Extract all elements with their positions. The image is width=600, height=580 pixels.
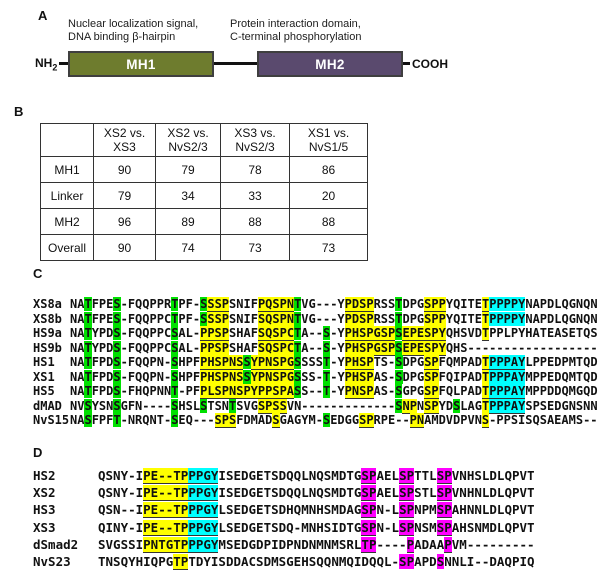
sequence: NATYPDS-FQQPPCSAL-PPSPSHAFSQSPCTA--S-YPH…	[70, 340, 598, 356]
panel-a-label: A	[38, 8, 48, 23]
sequence: QINY-IPE--TPPPGYLSEDGETSDQ-MNHSIDTGSPN-L…	[98, 519, 535, 536]
sequence-name: XS2	[33, 485, 56, 501]
sequence: NASFPFT-NRQNT-SEQ---SPSFDMADSGAGYM-SEDGG…	[70, 413, 598, 428]
table-cell: 74	[155, 234, 221, 261]
sequence-name: HS1	[33, 355, 55, 369]
sequence-name: HS3	[33, 502, 56, 518]
mh1-annotation: Nuclear localization signal, DNA binding…	[68, 18, 198, 44]
table-cell: 90	[93, 156, 156, 183]
table-row: Overall 90 74 73 73	[40, 234, 368, 261]
cooh-terminus-label: COOH	[412, 57, 448, 71]
mh2-annotation: Protein interaction domain, C-terminal p…	[230, 18, 361, 44]
alignment-row-XS8b: XS8b NATFPES-FQQPPCTPF-SSSPSNIFSQSPNTVG--…	[0, 311, 598, 327]
sequence: NVSYSNSGFN----SHSLSTSNTSVGSPSSVN--------…	[70, 398, 598, 414]
table-cell: 79	[155, 156, 221, 183]
table-row: Linker 79 34 33 20	[40, 182, 368, 209]
table-cell: 78	[220, 156, 290, 183]
sequence-name: HS2	[33, 468, 56, 483]
panel-c-label: C	[33, 266, 43, 281]
alignment-row-dMAD: dMAD NVSYSNSGFN----SHSLSTSNTSVGSPSSVN----…	[0, 398, 598, 414]
sequence-name: HS5	[33, 384, 55, 398]
sequence-name: XS1	[33, 369, 55, 384]
panel-d-label: D	[33, 445, 43, 460]
alignment-row-XS1: XS1 NATFPDS-FQQPN-SHPFPHSPNSSYPNSPGSSS-T-…	[0, 369, 598, 385]
column-header: XS2 vs. XS3	[93, 123, 156, 157]
alignment-row-HS2: HS2 QSNY-IPE--TPPPGYISEDGETSDQQLNQSMDTGSP…	[0, 468, 535, 485]
alignment-row-dSmad2: dSmad2 SVGSSIPNTGTPPPGYMSEDGDPIDPNDNMNMSR…	[0, 536, 535, 554]
sequence-name: XS3	[33, 519, 56, 535]
sequence-name: NvS15	[33, 413, 70, 427]
linker-line	[214, 62, 257, 65]
alignment-row-NvS15: NvS15NASFPFT-NRQNT-SEQ---SPSFDMADSGAGYM-…	[0, 413, 598, 428]
mh2-annotation-line1: Protein interaction domain,	[230, 18, 361, 30]
table-cell: 90	[93, 234, 156, 261]
table-cell: 33	[220, 182, 290, 209]
similarity-table: XS2 vs. XS3 XS2 vs. NvS2/3 XS3 vs. NvS2/3 XS1 …	[40, 123, 368, 261]
cooh-tick	[403, 62, 410, 65]
mh1-annotation-line1: Nuclear localization signal,	[68, 18, 199, 30]
table-cell: 73	[289, 234, 368, 261]
mh1-annotation-line2: DNA binding β-hairpin	[68, 31, 176, 43]
table-cell: 86	[289, 156, 368, 183]
sequence: QSNY-IPE--TPPPGYISEDGETSDQQLNQSMDTGSPAEL…	[98, 468, 535, 484]
sequence-name: dMAD	[33, 398, 62, 413]
row-label: Overall	[40, 234, 94, 261]
sequence-name: dSmad2	[33, 536, 79, 552]
column-header: XS1 vs. NvS1/5	[289, 123, 368, 157]
linker-alignment: XS8a NATFPES-FQQPPRTPF-SSSPSNIFPQSPNTVG--…	[0, 297, 598, 428]
alignment-row-HS5: HS5 NATFPDS-FHQPNNT-PFPLSPNSPYPPSPASS--T-…	[0, 384, 598, 399]
smad2-alignment: HS2 QSNY-IPE--TPPPGYISEDGETSDQQLNQSMDTGSP…	[0, 468, 535, 571]
nh2-terminus-label: NH2	[35, 56, 58, 73]
sequence-name: NvS23	[33, 553, 71, 569]
table-cell: 96	[93, 208, 156, 235]
alignment-row-NvS23: NvS23 TNSQYHIQPGTPTDYISDDACSDMSGEHSQQNMQI…	[0, 553, 535, 571]
sequence: QSN--IPE--TPPPGYLSEDGETSDHQMNHSMDAGSPN-L…	[98, 502, 535, 519]
column-header: XS2 vs. NvS2/3	[155, 123, 221, 157]
alignment-row-HS1: HS1 NATFPDS-FQQPN-SHPFPHSPNSSYPNSPGSSSST-…	[0, 355, 598, 370]
table-cell: 88	[289, 208, 368, 235]
table-row: MH2 96 89 88 88	[40, 208, 368, 235]
column-header: XS3 vs. NvS2/3	[220, 123, 290, 157]
table-row: MH1 90 79 78 86	[40, 156, 368, 183]
alignment-row-XS3: XS3 QINY-IPE--TPPPGYLSEDGETSDQ-MNHSIDTGSP…	[0, 519, 535, 537]
alignment-row-HS3: HS3 QSN--IPE--TPPPGYLSEDGETSDHQMNHSMDAGSP…	[0, 502, 535, 519]
sequence: NATYPDS-FQQPPCSAL-PPSPSHAFSQSPCTA--S-YPH…	[70, 326, 598, 341]
sequence-name: XS8a	[33, 297, 62, 311]
table-cell: 89	[155, 208, 221, 235]
alignment-row-XS8a: XS8a NATFPES-FQQPPRTPF-SSSPSNIFPQSPNTVG--…	[0, 297, 598, 312]
mh1-domain-box: MH1	[68, 51, 214, 77]
sequence: NATFPES-FQQPPRTPF-SSSPSNIFPQSPNTVG---YPD…	[70, 297, 598, 312]
corner-cell	[40, 123, 94, 157]
nh2-tick	[59, 62, 68, 65]
alignment-row-HS9a: HS9a NATYPDS-FQQPPCSAL-PPSPSHAFSQSPCTA--S…	[0, 326, 598, 341]
table-cell: 73	[220, 234, 290, 261]
sequence-name: HS9b	[33, 340, 62, 355]
row-label: MH1	[40, 156, 94, 183]
sequence: NATFPES-FQQPPCTPF-SSSPSNIFSQSPNTVG---YPD…	[70, 311, 598, 327]
alignment-row-HS9b: HS9b NATYPDS-FQQPPCSAL-PPSPSHAFSQSPCTA--S…	[0, 340, 598, 356]
sequence-name: XS8b	[33, 311, 62, 326]
table-cell: 34	[155, 182, 221, 209]
mh2-domain-box: MH2	[257, 51, 403, 77]
table-cell: 79	[93, 182, 156, 209]
sequence: NATFPDS-FQQPN-SHPFPHSPNSSYPNSPGSSSST-YPH…	[70, 355, 598, 370]
sequence: NATFPDS-FQQPN-SHPFPHSPNSSYPNSPGSSS-T-YPH…	[70, 369, 598, 385]
panel-b-label: B	[14, 104, 24, 119]
mh2-annotation-line2: C-terminal phosphorylation	[230, 31, 362, 43]
sequence: TNSQYHIQPGTPTDYISDDACSDMSGEHSQQNMQIDQQL-…	[98, 553, 535, 570]
table-cell: 20	[289, 182, 368, 209]
row-label: Linker	[40, 182, 94, 209]
mh1-box-label: MH1	[126, 56, 156, 72]
sequence: NATFPDS-FHQPNNT-PFPLSPNSPYPPSPASS--T-YPN…	[70, 384, 598, 399]
table-cell: 88	[220, 208, 290, 235]
mh2-box-label: MH2	[315, 56, 345, 72]
row-label: MH2	[40, 208, 94, 235]
sequence: QSNY-IPE--TPPPGYISEDGETSDQQLNQSMDTGSPAEL…	[98, 485, 535, 502]
sequence-name: HS9a	[33, 326, 62, 340]
sequence: SVGSSIPNTGTPPPGYMSEDGDPIDPNDNMNMSRLTP---…	[98, 536, 535, 553]
alignment-row-XS2: XS2 QSNY-IPE--TPPPGYISEDGETSDQQLNQSMDTGSP…	[0, 485, 535, 502]
